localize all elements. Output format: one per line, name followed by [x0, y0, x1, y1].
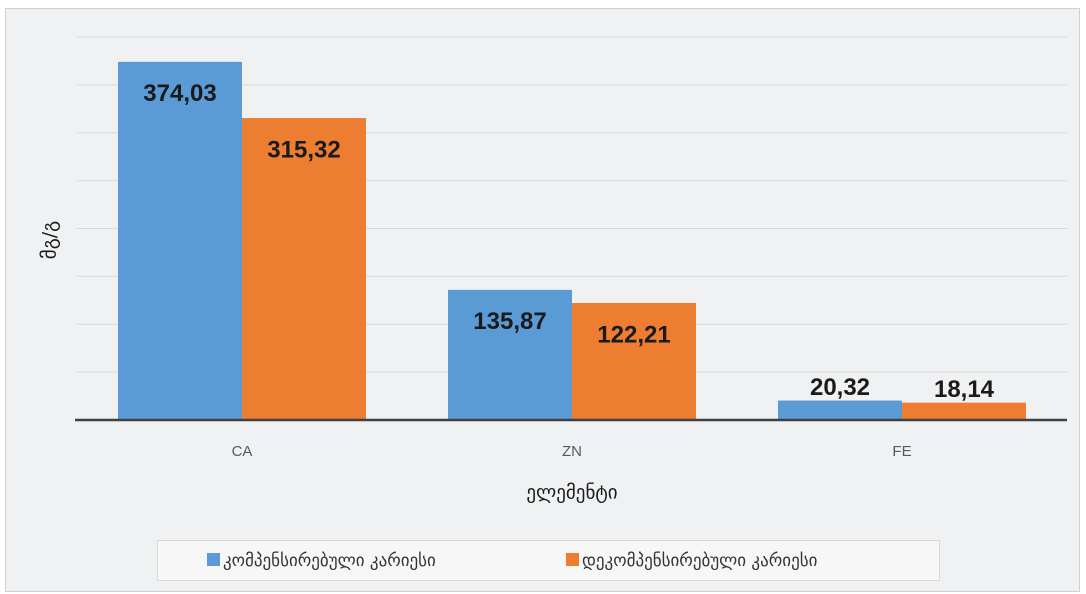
x-tick-label: CA — [232, 443, 253, 460]
bar — [902, 402, 1026, 420]
legend-swatch — [566, 553, 579, 566]
value-label: 18,14 — [934, 376, 995, 403]
bar — [572, 302, 696, 420]
legend-label: დეკომპენსირებული კარიესი — [582, 551, 817, 571]
legend-label: კომპენსირებული კარიესი — [223, 551, 436, 571]
value-label: 20,32 — [810, 374, 870, 401]
value-label: 315,32 — [267, 136, 340, 163]
bar — [242, 118, 366, 420]
value-label: 374,03 — [143, 80, 216, 107]
legend-box — [157, 540, 940, 581]
bar — [118, 61, 242, 421]
value-label: 122,21 — [597, 321, 670, 348]
bar — [448, 289, 572, 420]
bar — [778, 400, 902, 420]
x-axis-label: ელემენტი — [526, 482, 617, 504]
value-label: 135,87 — [473, 308, 546, 335]
x-tick-label: FE — [892, 443, 911, 460]
y-axis-label: მგ/გ — [39, 221, 61, 259]
legend-swatch — [207, 553, 220, 566]
x-tick-label: ZN — [562, 443, 582, 460]
